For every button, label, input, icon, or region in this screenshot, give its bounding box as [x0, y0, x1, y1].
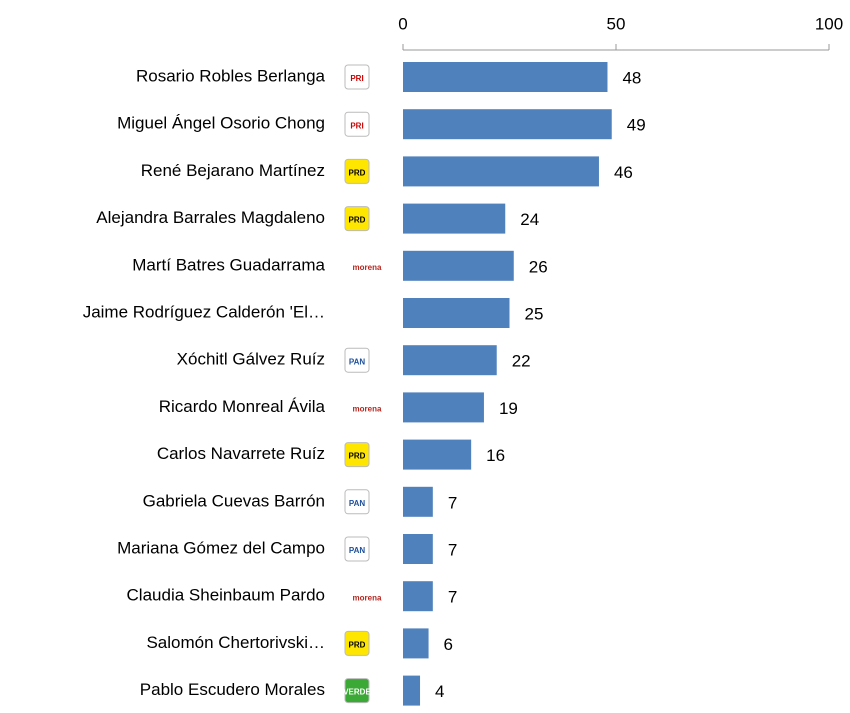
category-label: Carlos Navarrete Ruíz [157, 444, 325, 463]
party-logo [344, 536, 370, 562]
category-label: Xóchitl Gálvez Ruíz [177, 350, 325, 369]
value-label: 49 [627, 116, 646, 135]
category-label: Pablo Escudero Morales [140, 680, 325, 699]
party-logo-text: PRI [350, 74, 363, 83]
category-label: Alejandra Barrales Magdaleno [96, 208, 325, 227]
category-label: René Bejarano Martínez [141, 161, 325, 180]
party-logo [344, 489, 370, 515]
value-label: 25 [525, 304, 544, 323]
bar [403, 203, 506, 234]
bar [403, 581, 433, 612]
party-logo-text: morena [353, 593, 382, 602]
value-label: 22 [512, 352, 531, 371]
category-label: Claudia Sheinbaum Pardo [127, 586, 325, 605]
value-label: 7 [448, 493, 457, 512]
party-logo [344, 630, 370, 656]
party-logo-text: PAN [349, 357, 366, 366]
party-logo [344, 158, 370, 184]
category-label: Martí Batres Guadarrama [132, 255, 325, 274]
value-label: 7 [448, 540, 457, 559]
party-logo [344, 206, 370, 232]
bar [403, 675, 421, 706]
party-logo-text: PAN [349, 546, 366, 555]
value-label: 4 [435, 682, 444, 701]
x-tick-label: 50 [607, 14, 626, 33]
bar [403, 439, 472, 470]
party-logo-text: VERDE [343, 688, 371, 697]
party-logo-text: PRI [350, 121, 363, 130]
value-label: 48 [622, 68, 641, 87]
category-label: Miguel Ángel Osorio Chong [117, 114, 325, 133]
party-logo-text: morena [353, 405, 382, 414]
bar [403, 534, 433, 564]
value-label: 6 [444, 635, 453, 654]
bar [403, 156, 599, 187]
bar [403, 628, 429, 659]
party-logo-text: PRD [349, 641, 366, 650]
bar [403, 486, 433, 517]
value-label: 16 [486, 446, 505, 465]
category-label: Gabriela Cuevas Barrón [143, 491, 325, 510]
bar [403, 62, 608, 92]
category-label: Jaime Rodríguez Calderón 'El… [83, 302, 325, 321]
party-logo-text: morena [353, 263, 382, 272]
party-logo [344, 64, 370, 90]
party-logo [344, 111, 370, 137]
bar [403, 250, 514, 281]
x-tick-label: 0 [398, 14, 407, 33]
category-label: Salomón Chertorivski… [146, 633, 325, 652]
category-label: Mariana Gómez del Campo [117, 538, 325, 557]
party-logo-text: PRD [349, 216, 366, 225]
value-label: 46 [614, 163, 633, 182]
bar [403, 392, 484, 423]
party-logo-text: PRD [349, 452, 366, 461]
value-label: 19 [499, 399, 518, 418]
bar [403, 298, 510, 328]
bar [403, 109, 612, 140]
value-label: 7 [448, 588, 457, 607]
value-label: 24 [520, 210, 539, 229]
party-logo-text: PRD [349, 169, 366, 178]
category-label: Ricardo Monreal Ávila [159, 397, 326, 416]
category-label: Rosario Robles Berlanga [136, 66, 326, 85]
party-logo [344, 347, 370, 373]
x-tick-label: 100 [815, 14, 843, 33]
party-logo [344, 442, 370, 468]
party-logo [344, 678, 370, 704]
bar [403, 345, 497, 376]
value-label: 26 [529, 257, 548, 276]
party-logo-text: PAN [349, 499, 366, 508]
